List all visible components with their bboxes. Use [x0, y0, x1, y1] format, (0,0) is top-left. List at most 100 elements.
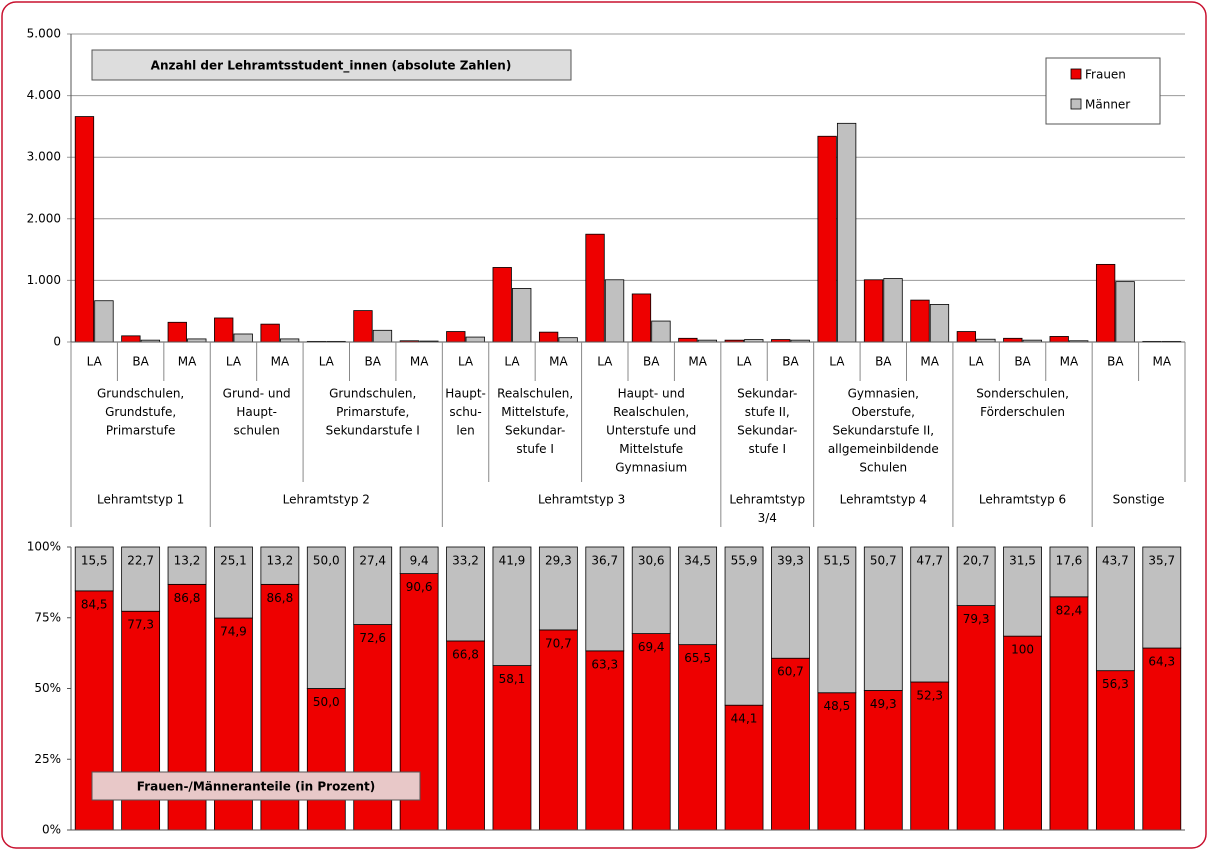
- value-label: 17,6: [1056, 554, 1083, 568]
- x-tick-label: LA: [226, 355, 242, 369]
- x-tick-label: MA: [688, 355, 707, 369]
- bar-segment: [1049, 546, 1089, 598]
- value-label: 15,5: [81, 554, 108, 568]
- bar-segment: [538, 629, 578, 831]
- chart-title: Frauen-/Männeranteile (in Prozent): [137, 780, 375, 794]
- group-label: Unterstufe und: [606, 424, 696, 438]
- bar-segment: [724, 704, 764, 831]
- group-label: Sekundar-: [737, 424, 797, 438]
- bar-segment: [956, 546, 996, 606]
- group-label: Förderschulen: [980, 405, 1065, 419]
- bar-segment: [678, 546, 718, 646]
- type-label: Lehramtstyp 6: [979, 493, 1066, 507]
- value-label: 9,4: [410, 554, 429, 568]
- x-tick-label: BA: [364, 355, 381, 369]
- value-label: 70,7: [545, 636, 572, 650]
- x-tick-label: LA: [319, 355, 335, 369]
- bar-segment: [1095, 546, 1135, 672]
- legend-label: Frauen: [1085, 68, 1126, 82]
- value-label: 31,5: [1009, 554, 1036, 568]
- value-label: 47,7: [916, 554, 943, 568]
- bar: [604, 279, 625, 343]
- bar: [372, 329, 393, 343]
- bar: [910, 299, 930, 343]
- bar: [1003, 337, 1023, 343]
- group-label: Grund- und: [223, 387, 291, 401]
- group-label: stufe I: [516, 442, 554, 456]
- value-label: 84,5: [81, 597, 108, 611]
- value-label: 20,7: [963, 554, 990, 568]
- bar-segment: [121, 546, 161, 612]
- bar: [94, 300, 114, 343]
- value-label: 86,8: [174, 591, 201, 605]
- y-tick-label: 3.000: [27, 150, 61, 164]
- bar-segment: [306, 546, 346, 689]
- group-label: Haupt-: [236, 405, 277, 419]
- x-tick-label: LA: [736, 355, 752, 369]
- bar-segment: [260, 546, 300, 585]
- group-label: stufe II,: [745, 405, 790, 419]
- bar-segment: [910, 681, 950, 831]
- y-tick-label: 0%: [42, 823, 61, 837]
- bar: [465, 336, 485, 343]
- legend-swatch: [1070, 98, 1082, 110]
- bar-segment: [585, 650, 625, 831]
- value-label: 66,8: [452, 647, 479, 661]
- bar: [74, 116, 95, 343]
- y-tick-label: 2.000: [27, 211, 61, 225]
- group-label: Schulen: [859, 461, 907, 475]
- y-tick-label: 75%: [34, 610, 61, 624]
- bar-segment: [771, 546, 810, 659]
- value-label: 50,7: [870, 554, 897, 568]
- x-tick-label: LA: [969, 355, 985, 369]
- bar: [1049, 336, 1069, 343]
- type-label: 3/4: [758, 511, 777, 525]
- bar: [817, 135, 837, 343]
- x-tick-label: MA: [1153, 355, 1172, 369]
- y-tick-label: 1.000: [27, 273, 61, 287]
- value-label: 63,3: [591, 657, 618, 671]
- bar: [651, 320, 671, 343]
- legend-swatch: [1070, 68, 1082, 80]
- x-tick-label: BA: [782, 355, 799, 369]
- value-label: 56,3: [1102, 677, 1129, 691]
- type-label: Sonstige: [1113, 493, 1165, 507]
- x-tick-label: LA: [504, 355, 520, 369]
- x-tick-label: BA: [643, 355, 660, 369]
- bar-segment: [678, 644, 718, 831]
- bar: [929, 304, 950, 343]
- bar-segment: [771, 657, 810, 831]
- value-label: 27,4: [359, 554, 386, 568]
- value-label: 50,0: [313, 695, 340, 709]
- group-label: Gymnasium: [615, 461, 687, 475]
- value-label: 90,6: [406, 580, 433, 594]
- value-label: 65,5: [684, 651, 711, 665]
- bar: [558, 337, 578, 343]
- bar: [492, 267, 512, 343]
- bar-segment: [1142, 546, 1182, 649]
- bar: [678, 337, 698, 343]
- group-label: Grundschulen,: [329, 387, 416, 401]
- type-label: Lehramtstyp 4: [840, 493, 927, 507]
- y-tick-label: 4.000: [27, 88, 61, 102]
- value-label: 34,5: [684, 554, 711, 568]
- bar-segment: [585, 546, 625, 652]
- bar-segment: [306, 688, 346, 831]
- bar-segment: [910, 546, 950, 683]
- value-label: 41,9: [499, 554, 526, 568]
- bar-segment: [1142, 647, 1182, 831]
- x-tick-label: BA: [1014, 355, 1031, 369]
- group-label: Primarstufe: [106, 424, 175, 438]
- bar-segment: [1049, 596, 1089, 831]
- x-tick-label: LA: [597, 355, 613, 369]
- group-label: stufe I: [748, 442, 786, 456]
- value-label: 13,2: [174, 554, 201, 568]
- value-label: 72,6: [359, 631, 386, 645]
- x-tick-label: MA: [549, 355, 568, 369]
- bar-segment: [817, 692, 857, 831]
- bar-segment: [631, 633, 671, 831]
- group-label: Haupt- und: [618, 387, 685, 401]
- title-box: [91, 49, 572, 81]
